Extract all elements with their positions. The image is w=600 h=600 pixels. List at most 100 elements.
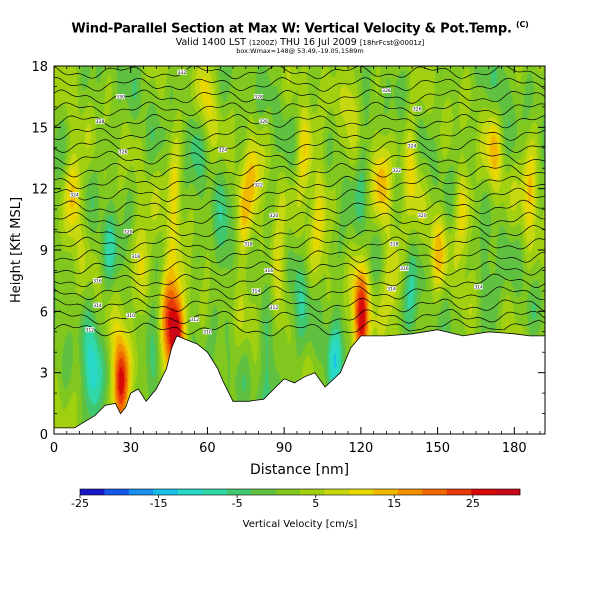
y-tick-label: 0	[40, 428, 48, 443]
isentrope-label: 312	[269, 304, 279, 311]
colorbar-swatch	[153, 489, 179, 495]
x-tick-label: 120	[348, 441, 373, 456]
isentrope-label: 314	[251, 288, 261, 295]
svg-text:320: 320	[418, 213, 427, 219]
isentrope-label: 320	[269, 212, 279, 219]
svg-text:326: 326	[119, 150, 128, 156]
isentrope-label: 320	[417, 212, 427, 219]
svg-text:332: 332	[177, 70, 186, 76]
colorbar-tick-label: -5	[232, 497, 243, 510]
x-tick-label: 180	[502, 441, 527, 456]
isentrope-label: 324	[407, 143, 417, 149]
y-tick-label: 9	[40, 244, 48, 259]
x-tick-label: 60	[199, 441, 216, 456]
svg-text:328: 328	[96, 119, 105, 125]
colorbar-label: Vertical Velocity [cm/s]	[242, 519, 358, 530]
svg-text:328: 328	[382, 88, 391, 94]
isentrope-label: 326	[412, 106, 422, 113]
y-axis-label: Height [Kft MSL]	[9, 197, 24, 303]
colorbar-swatch	[495, 489, 521, 495]
colorbar-swatch	[471, 489, 496, 495]
isentrope-line	[54, 126, 545, 141]
chart-info-line: box:Wmax=148@ 53.49,-19.05,1589m	[236, 47, 364, 55]
isentrope-label: 324	[218, 147, 228, 154]
svg-text:328: 328	[254, 94, 263, 100]
isentrope-label: 316	[399, 265, 409, 272]
isentrope-label: 328	[95, 118, 105, 125]
isentrope-line	[54, 66, 545, 80]
isentrope-line	[54, 175, 545, 190]
colorbar-tick-label: 5	[312, 497, 319, 510]
isentrope-label: 322	[254, 182, 264, 188]
isentrope-label: 324	[69, 192, 79, 199]
colorbar-swatch	[275, 489, 301, 495]
colorbar-swatch	[324, 489, 350, 495]
svg-text:316: 316	[400, 266, 409, 272]
isentrope-line	[54, 273, 545, 288]
colorbar-swatch	[226, 489, 252, 495]
isentrope-line	[54, 319, 545, 337]
isentrope-label: 310	[202, 329, 212, 335]
colorbar-tick-label: -15	[150, 497, 168, 510]
isentrope-line	[54, 212, 545, 227]
x-tick-label: 0	[50, 441, 58, 456]
isentrope-line	[54, 162, 545, 178]
chart-title: Wind-Parallel Section at Max W: Vertical…	[71, 20, 529, 37]
isentrope-line	[54, 248, 545, 264]
svg-text:318: 318	[131, 254, 140, 260]
isentrope-label: 326	[259, 118, 269, 125]
isentrope-label: 314	[474, 284, 484, 291]
colorbar-tick-label: 15	[387, 497, 401, 510]
isentrope-label: 318	[243, 241, 253, 248]
colorbar: -25 -15 -5 5 15 25	[71, 488, 521, 510]
svg-text:320: 320	[124, 229, 133, 235]
isentrope-line	[54, 308, 545, 325]
svg-text:324: 324	[408, 143, 417, 149]
isentrope-line	[54, 199, 545, 215]
isentrope-label: 326	[118, 149, 128, 156]
svg-text:326: 326	[413, 107, 422, 113]
svg-text:314: 314	[93, 303, 102, 309]
isentrope-label: 314	[92, 302, 102, 309]
isentrope-line	[54, 150, 545, 166]
svg-text:314: 314	[474, 285, 483, 291]
colorbar-tick-label: -25	[71, 497, 89, 510]
isentrope-line	[54, 261, 545, 276]
isentrope-label: 310	[126, 312, 136, 319]
colorbar-swatch	[104, 489, 130, 495]
isentrope-label-layer: 312 314 316 318 320 324 326 328 330 332 318 314 316 3…	[69, 69, 484, 335]
colorbar-swatch	[300, 489, 325, 495]
svg-text:320: 320	[270, 213, 279, 219]
y-tick-label: 12	[31, 183, 48, 198]
isentrope-label: 316	[264, 267, 274, 274]
svg-text:316: 316	[93, 278, 102, 284]
axes-layer: 0 30 60 90 120 150 180 0 3 6 9 12 15 18 Distance [nm] H…	[9, 60, 545, 478]
svg-text:330: 330	[116, 94, 125, 100]
svg-text:318: 318	[244, 242, 253, 248]
colorbar-tick-label: 25	[466, 497, 480, 510]
terrain-mask	[54, 329, 545, 434]
isentrope-label: 312	[85, 327, 95, 333]
svg-text:312: 312	[85, 327, 94, 333]
colorbar-swatch	[177, 489, 203, 495]
x-tick-label: 90	[276, 441, 293, 456]
isentrope-label: 328	[254, 94, 264, 100]
isentrope-label: 316	[92, 278, 102, 284]
colorbar-swatch	[251, 489, 276, 495]
isentrope-line	[54, 298, 545, 313]
y-tick-label: 18	[31, 60, 48, 75]
y-tick-label: 3	[40, 367, 48, 382]
svg-text:322: 322	[392, 168, 401, 174]
svg-text:324: 324	[218, 148, 227, 154]
isentrope-line	[54, 113, 545, 129]
isentrope-line	[54, 285, 545, 301]
x-tick-label: 150	[425, 441, 450, 456]
isentrope-label: 328	[381, 88, 391, 94]
colorbar-swatch	[397, 489, 423, 495]
isentrope-layer	[54, 66, 545, 337]
chart-subtitle: Valid 1400 LST (1200Z) THU 16 Jul 2009 […	[175, 37, 425, 48]
isentrope-line	[54, 101, 545, 117]
svg-text:322: 322	[254, 182, 263, 188]
svg-text:316: 316	[264, 268, 273, 274]
